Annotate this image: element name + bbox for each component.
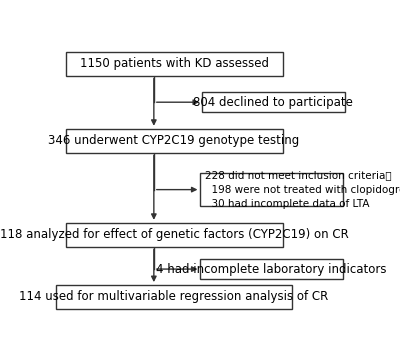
Text: 228 did not meet inclusion criteria：
  198 were not treated with clopidogrel
  3: 228 did not meet inclusion criteria： 198… bbox=[205, 171, 400, 208]
Text: 804 declined to participate: 804 declined to participate bbox=[193, 96, 353, 109]
Bar bbox=[56, 285, 292, 309]
Text: 1150 patients with KD assessed: 1150 patients with KD assessed bbox=[80, 57, 268, 70]
Bar bbox=[66, 52, 282, 76]
Bar bbox=[66, 129, 282, 152]
Bar bbox=[200, 173, 343, 206]
Text: 346 underwent CYP2C19 genotype testing: 346 underwent CYP2C19 genotype testing bbox=[48, 134, 300, 147]
Bar bbox=[202, 92, 344, 112]
Bar bbox=[200, 259, 343, 279]
Text: 114 used for multivariable regression analysis of CR: 114 used for multivariable regression an… bbox=[19, 290, 329, 303]
Bar bbox=[66, 223, 282, 247]
Text: 4 had incomplete laboratory indicators: 4 had incomplete laboratory indicators bbox=[156, 262, 387, 276]
Text: 118 analyzed for effect of genetic factors (CYP2C19) on CR: 118 analyzed for effect of genetic facto… bbox=[0, 228, 348, 241]
